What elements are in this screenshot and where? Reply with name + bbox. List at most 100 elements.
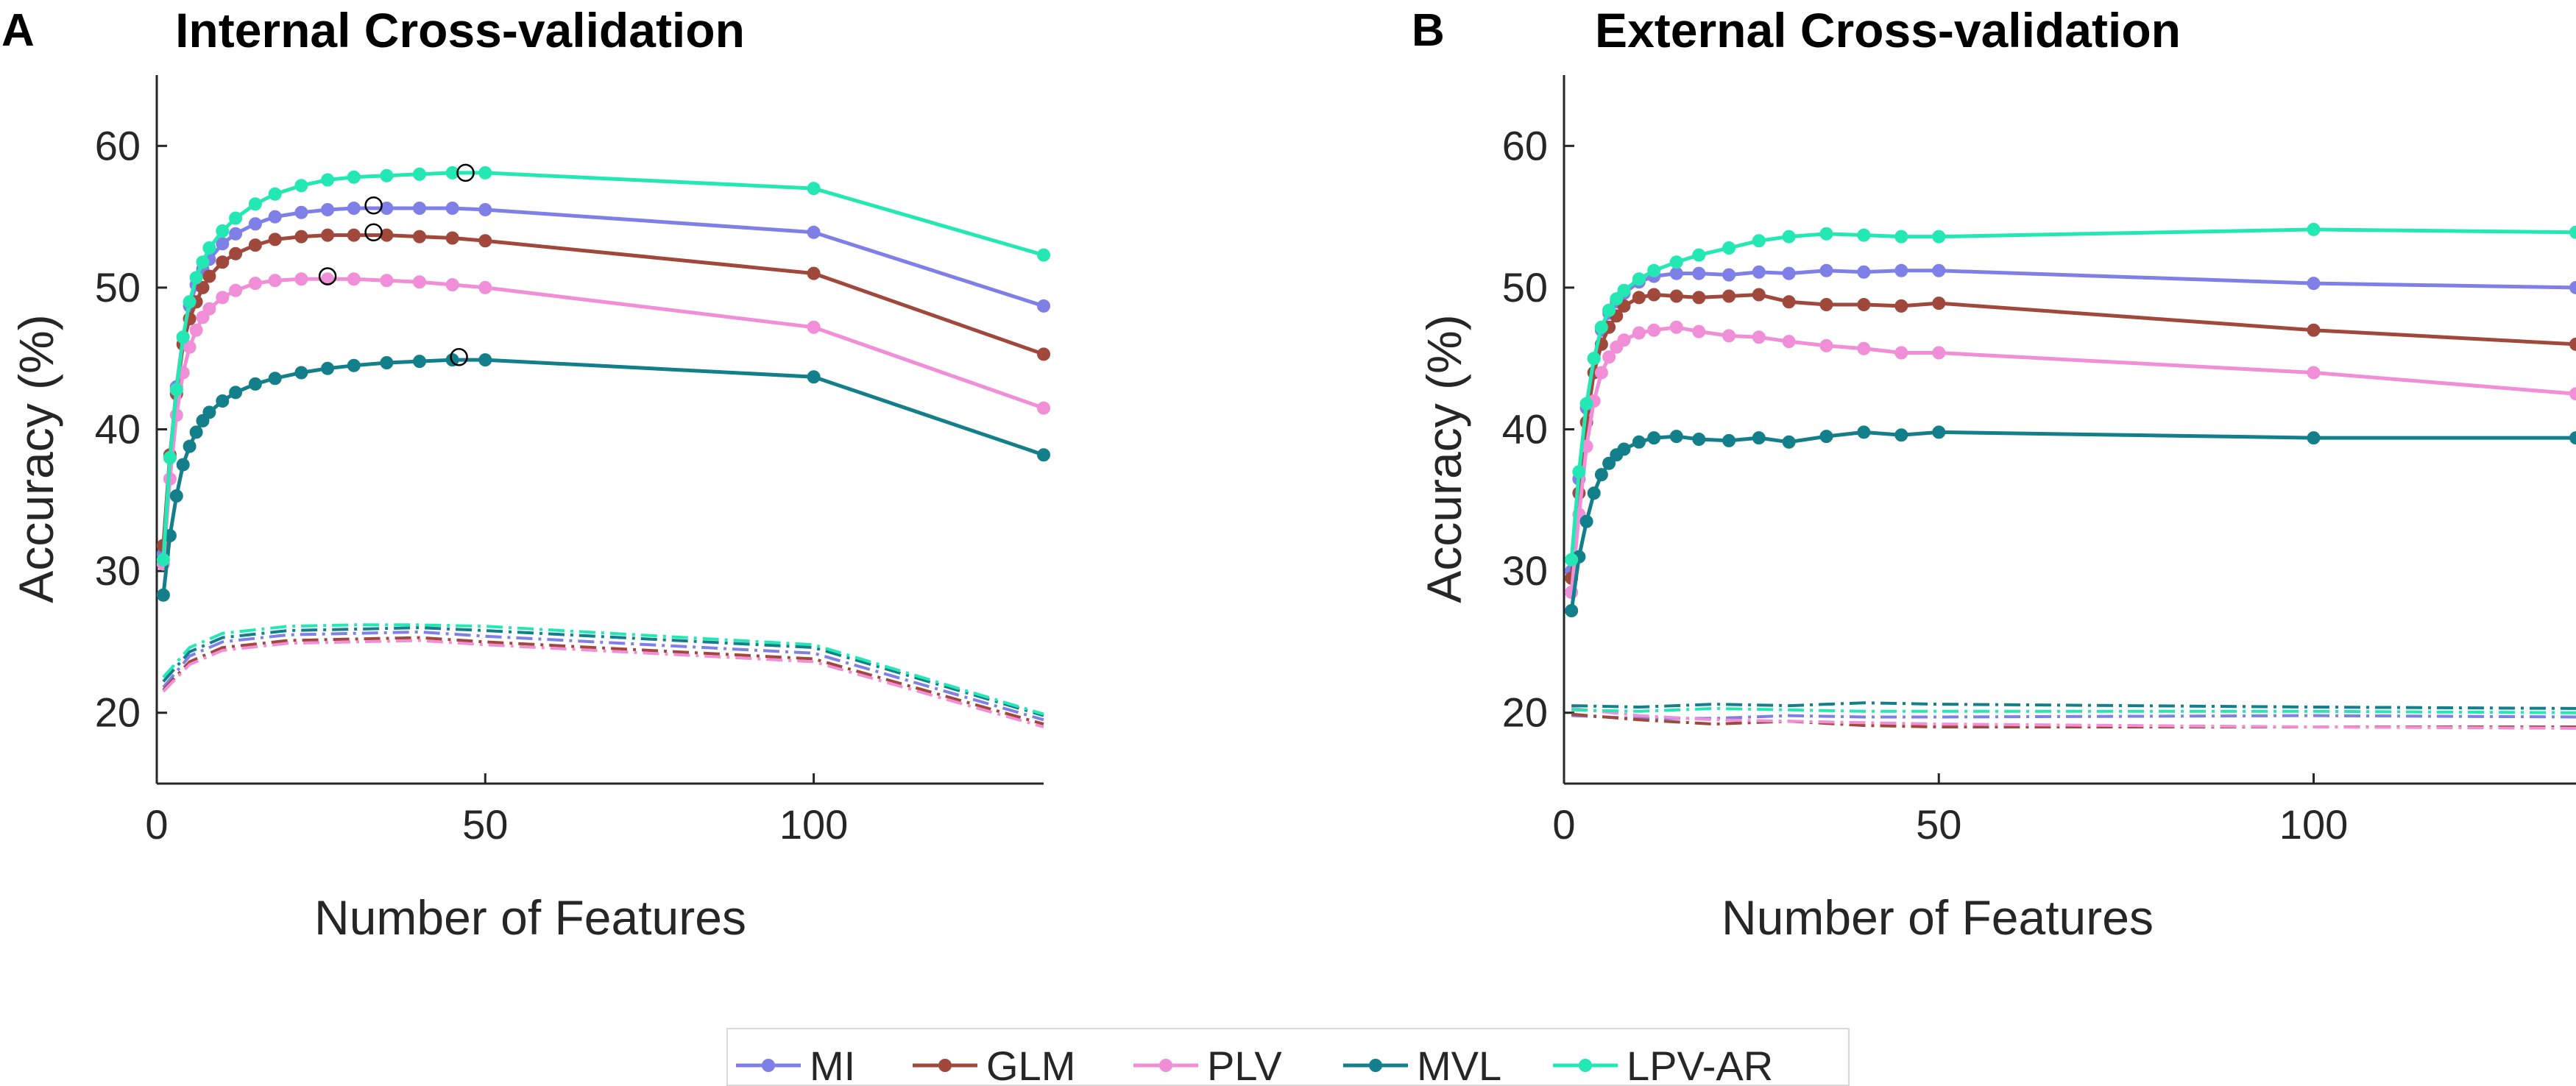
peak-marker-plv: [318, 267, 337, 285]
data-point-lpv-ar: [1572, 465, 1586, 479]
data-point-lpv-ar: [1752, 234, 1766, 248]
data-point-mvl: [1752, 431, 1766, 445]
data-point-plv: [189, 323, 203, 337]
data-point-lpv-ar: [294, 179, 308, 193]
data-point-glm: [347, 228, 361, 242]
data-point-lpv-ar: [1722, 241, 1736, 255]
data-point-mvl: [1594, 468, 1608, 482]
data-point-mvl: [169, 489, 183, 503]
data-point-glm: [1632, 291, 1646, 305]
x-tick-label: 50: [462, 801, 508, 848]
data-point-plv: [1819, 338, 1833, 352]
data-point-plv: [1594, 366, 1608, 380]
data-point-mi: [1894, 263, 1908, 277]
data-point-lpv-ar: [380, 168, 394, 182]
legend-marker-lpv-ar: [1579, 1059, 1592, 1072]
data-point-mvl: [1722, 433, 1736, 447]
peak-marker-mvl: [450, 348, 468, 366]
data-point-mi: [2569, 280, 2576, 294]
data-point-mvl: [1602, 456, 1616, 470]
data-point-lpv-ar: [1037, 248, 1050, 262]
data-point-glm: [229, 246, 243, 260]
data-point-glm: [413, 230, 426, 244]
data-point-mi: [1722, 268, 1736, 282]
data-point-glm: [1037, 347, 1050, 361]
series-lpv-ar-a: [156, 163, 1050, 567]
data-point-mi: [807, 225, 821, 239]
data-point-mi: [478, 203, 492, 216]
data-point-lpv-ar: [229, 211, 243, 225]
series-glm-a: [156, 223, 1050, 553]
y-tick-label: 20: [1502, 689, 1548, 736]
data-point-plv: [1632, 326, 1646, 340]
data-point-lpv-ar: [1610, 292, 1624, 306]
data-point-lpv-ar: [163, 451, 177, 464]
data-point-plv: [1782, 335, 1796, 349]
data-point-mvl: [1819, 430, 1833, 444]
data-point-plv: [478, 280, 492, 294]
data-point-plv: [380, 274, 394, 288]
legend-label-mi: MI: [810, 1043, 855, 1086]
data-point-mi: [445, 202, 459, 215]
legend-label-plv: PLV: [1207, 1043, 1282, 1086]
y-tick-label: 50: [1502, 264, 1548, 310]
data-point-mi: [1692, 266, 1706, 280]
series-mvl-a: [156, 348, 1050, 602]
series-plv-a: [156, 267, 1050, 571]
data-point-mvl: [1579, 514, 1593, 528]
y-axis-label-b: Accuracy (%): [1417, 314, 1471, 603]
chance-line-mi-a: [162, 630, 1044, 722]
panel-letter-b: B: [1412, 5, 1445, 56]
data-point-mvl: [268, 372, 282, 386]
data-point-mi: [268, 210, 282, 224]
data-point-mi: [1932, 263, 1946, 277]
data-point-mvl: [1037, 448, 1050, 462]
data-point-plv: [2307, 366, 2321, 380]
data-point-mvl: [1565, 604, 1579, 617]
data-point-plv: [1894, 346, 1908, 360]
legend-marker-mvl: [1369, 1059, 1382, 1072]
x-tick-label: 0: [1552, 801, 1575, 848]
y-tick-label: 60: [1502, 122, 1548, 168]
data-point-lpv-ar: [183, 295, 197, 309]
series-mvl-b: [1565, 425, 2576, 617]
data-point-mvl: [1894, 428, 1908, 442]
chance-line-mvl-b: [1571, 701, 2576, 710]
data-point-glm: [1722, 289, 1736, 303]
data-point-glm: [1752, 288, 1766, 302]
plot-area-b: 0 50 100 20 30 40 50 60 Number of Features Accura…: [1417, 75, 2576, 945]
data-point-plv: [1037, 401, 1050, 415]
data-point-lpv-ar: [1565, 553, 1579, 567]
data-point-mvl: [216, 394, 230, 408]
data-point-plv: [1647, 323, 1661, 337]
data-point-lpv-ar: [1894, 230, 1908, 244]
data-point-plv: [1722, 329, 1736, 343]
legend-box: [726, 1028, 1850, 1086]
data-point-plv: [229, 283, 243, 297]
data-point-plv: [202, 302, 216, 316]
data-point-plv: [1602, 350, 1616, 364]
data-point-mi: [1037, 299, 1050, 313]
data-point-mvl: [1932, 425, 1946, 439]
legend-item-mi: MI: [736, 1043, 855, 1086]
x-axis-label-b: Number of Features: [1722, 890, 2154, 945]
data-point-mvl: [294, 366, 308, 380]
data-point-plv: [2569, 387, 2576, 401]
data-point-lpv-ar: [1617, 283, 1631, 297]
data-point-glm: [2569, 337, 2576, 351]
data-point-mi: [380, 202, 394, 215]
data-point-mi: [216, 237, 230, 251]
data-point-lpv-ar: [478, 166, 492, 180]
data-point-plv: [248, 277, 262, 291]
data-point-glm: [1894, 299, 1908, 313]
series-line-plv: [1569, 325, 2576, 593]
data-point-glm: [268, 233, 282, 246]
data-point-mi: [1782, 266, 1796, 280]
data-point-lpv-ar: [1692, 248, 1706, 262]
data-point-lpv-ar: [1587, 352, 1601, 366]
peak-marker-mi: [364, 196, 383, 215]
legend-item-plv: PLV: [1133, 1043, 1282, 1086]
y-tick-label: 40: [1502, 406, 1548, 452]
data-point-plv: [294, 272, 308, 286]
data-point-plv: [1857, 341, 1871, 355]
